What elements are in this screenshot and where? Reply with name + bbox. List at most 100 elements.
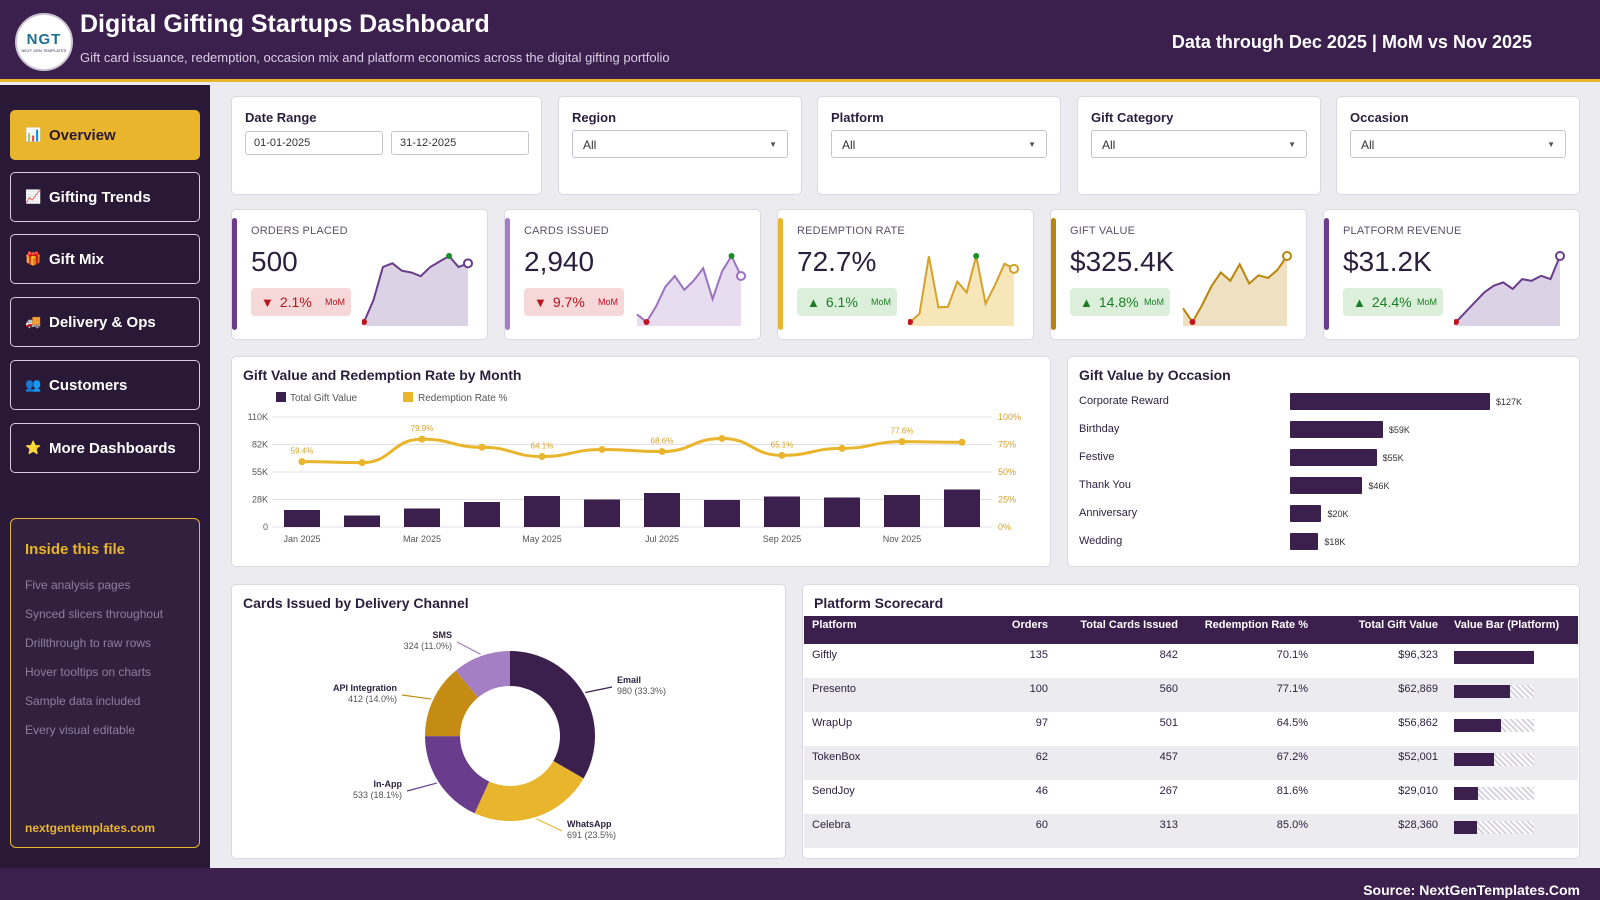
nav-customers[interactable]: 👥 Customers [10,360,200,410]
date-range-filter: Date Range 01-01-2025 31-12-2025 [231,96,542,195]
redemption-rate-point[interactable] [958,438,966,446]
cell-value-bar [1446,712,1578,746]
redemption-rate-point[interactable] [418,435,426,443]
donut-slice[interactable] [474,761,584,821]
rate-data-label: 79.9% [411,424,434,433]
region-select[interactable]: All ▼ [572,130,788,158]
legend-label: Redemption Rate % [418,393,508,404]
page-title: Digital Gifting Startups Dashboard [80,10,490,38]
cell-orders: 100 [979,678,1056,712]
gift-value-bar[interactable] [584,499,620,528]
legend-swatch-rate [403,392,413,402]
kpi-card: CARDS ISSUED 2,940 ▼ 9.7% MoM [504,209,761,340]
col-cards[interactable]: Total Cards Issued [1056,616,1186,644]
redemption-rate-point[interactable] [718,434,726,442]
inside-title: Inside this file [25,541,126,558]
nav-label: Customers [49,376,128,394]
occasion-bar[interactable] [1290,533,1319,550]
occasion-bar[interactable] [1290,477,1363,494]
redemption-rate-point[interactable] [538,452,546,460]
nav-more-dashboards[interactable]: ⭐ More Dashboards [10,423,200,473]
kpi-change-value: 9.7% [552,294,585,310]
x-tick-label: Sep 2025 [763,534,802,544]
nav-gifting-trends[interactable]: 📈 Gifting Trends [10,172,200,222]
redemption-rate-point[interactable] [898,438,906,446]
redemption-rate-point[interactable] [838,444,846,452]
donut-slice[interactable] [510,651,595,779]
gift-value-bar[interactable] [344,515,380,528]
redemption-rate-point[interactable] [298,458,306,466]
sparkline-line [909,255,1015,323]
arrow-up-icon: ▲ [1353,294,1366,310]
inside-item: Hover tooltips on charts [25,665,152,679]
date-start-input[interactable]: 01-01-2025 [245,131,383,155]
gift-value-bar[interactable] [464,502,500,527]
gift-value-bar[interactable] [404,508,440,528]
x-tick-label: May 2025 [522,534,562,544]
occasion-bar[interactable] [1290,505,1322,522]
table-row[interactable]: Giftly 135 842 70.1% $96,323 [804,644,1578,678]
nav-label: Delivery & Ops [49,313,156,331]
kpi-sparkline [636,253,746,326]
donut-slice[interactable] [455,651,510,698]
cell-orders: 46 [1035,785,1048,797]
value-bar-fill [1454,651,1534,664]
date-end-input[interactable]: 31-12-2025 [391,131,529,155]
occasion-bar[interactable] [1290,393,1490,410]
redemption-rate-point[interactable] [478,443,486,451]
chevron-down-icon: ▼ [1547,140,1555,149]
nav-gift-mix[interactable]: 🎁 Gift Mix [10,234,200,284]
donut-slice[interactable] [425,736,490,814]
occasion-bar[interactable] [1290,449,1377,466]
sparkline-last-point [463,258,473,269]
nav-delivery-ops[interactable]: 🚚 Delivery & Ops [10,297,200,347]
occasion-bar[interactable] [1290,421,1383,438]
donut-slice[interactable] [425,670,479,737]
gift-category-select[interactable]: All ▼ [1091,130,1307,158]
platform-select[interactable]: All ▼ [831,130,1047,158]
nav-overview[interactable]: 📊 Overview [10,110,200,160]
sparkline-last-point [736,270,746,281]
gift-value-bar[interactable] [944,489,980,528]
table-row[interactable]: SendJoy 46 267 81.6% $29,010 [804,780,1578,814]
redemption-rate-point[interactable] [358,459,366,467]
y2-tick-label: 0% [998,522,1011,532]
gift-value-bar[interactable] [704,500,740,527]
col-value-bar[interactable]: Value Bar (Platform) [1446,616,1578,644]
redemption-rate-point[interactable] [778,451,786,459]
kpi-sparkline [362,253,473,326]
value-bar-fill [1454,821,1478,834]
gift-value-bar[interactable] [884,495,920,527]
col-rate[interactable]: Redemption Rate % [1186,616,1316,644]
gift-value-bar[interactable] [284,510,320,527]
gift-category-value: All [1102,138,1116,152]
value-bar-track [1454,787,1534,800]
sparkline-max-point [728,253,735,259]
col-orders[interactable]: Orders [979,616,1056,644]
cell-value-bar [1446,678,1578,712]
kpi-card: GIFT VALUE $325.4K ▲ 14.8% MoM [1050,209,1307,340]
gift-value-bar[interactable] [764,496,800,528]
chart-icon: 📊 [25,127,42,142]
redemption-rate-point[interactable] [658,448,666,456]
kpi-accent-bar [778,218,783,330]
col-platform[interactable]: Platform [804,616,979,644]
table-row[interactable]: Celebra 60 313 85.0% $28,360 [804,814,1578,848]
gift-category-label: Gift Category [1091,110,1174,125]
redemption-rate-line [301,436,963,465]
table-row[interactable]: Presento 100 560 77.1% $62,869 [804,678,1578,712]
gift-value-bar[interactable] [524,496,560,527]
redemption-rate-point[interactable] [598,445,606,453]
col-value[interactable]: Total Gift Value [1316,616,1446,644]
occasion-label: Festive [1079,451,1115,463]
table-row[interactable]: TokenBox 62 457 67.2% $52,001 [804,746,1578,780]
occasion-select[interactable]: All ▼ [1350,130,1566,158]
x-tick-label: Mar 2025 [403,534,441,544]
kpi-change-badge: ▲ 14.8% MoM [1070,288,1170,316]
sparkline-area [364,256,468,326]
gift-value-bar[interactable] [644,493,680,527]
gift-value-bar[interactable] [824,497,860,528]
website-link[interactable]: nextgentemplates.com [25,821,156,835]
kpi-mom-label: MoM [598,297,618,307]
table-row[interactable]: WrapUp 97 501 64.5% $56,862 [804,712,1578,746]
